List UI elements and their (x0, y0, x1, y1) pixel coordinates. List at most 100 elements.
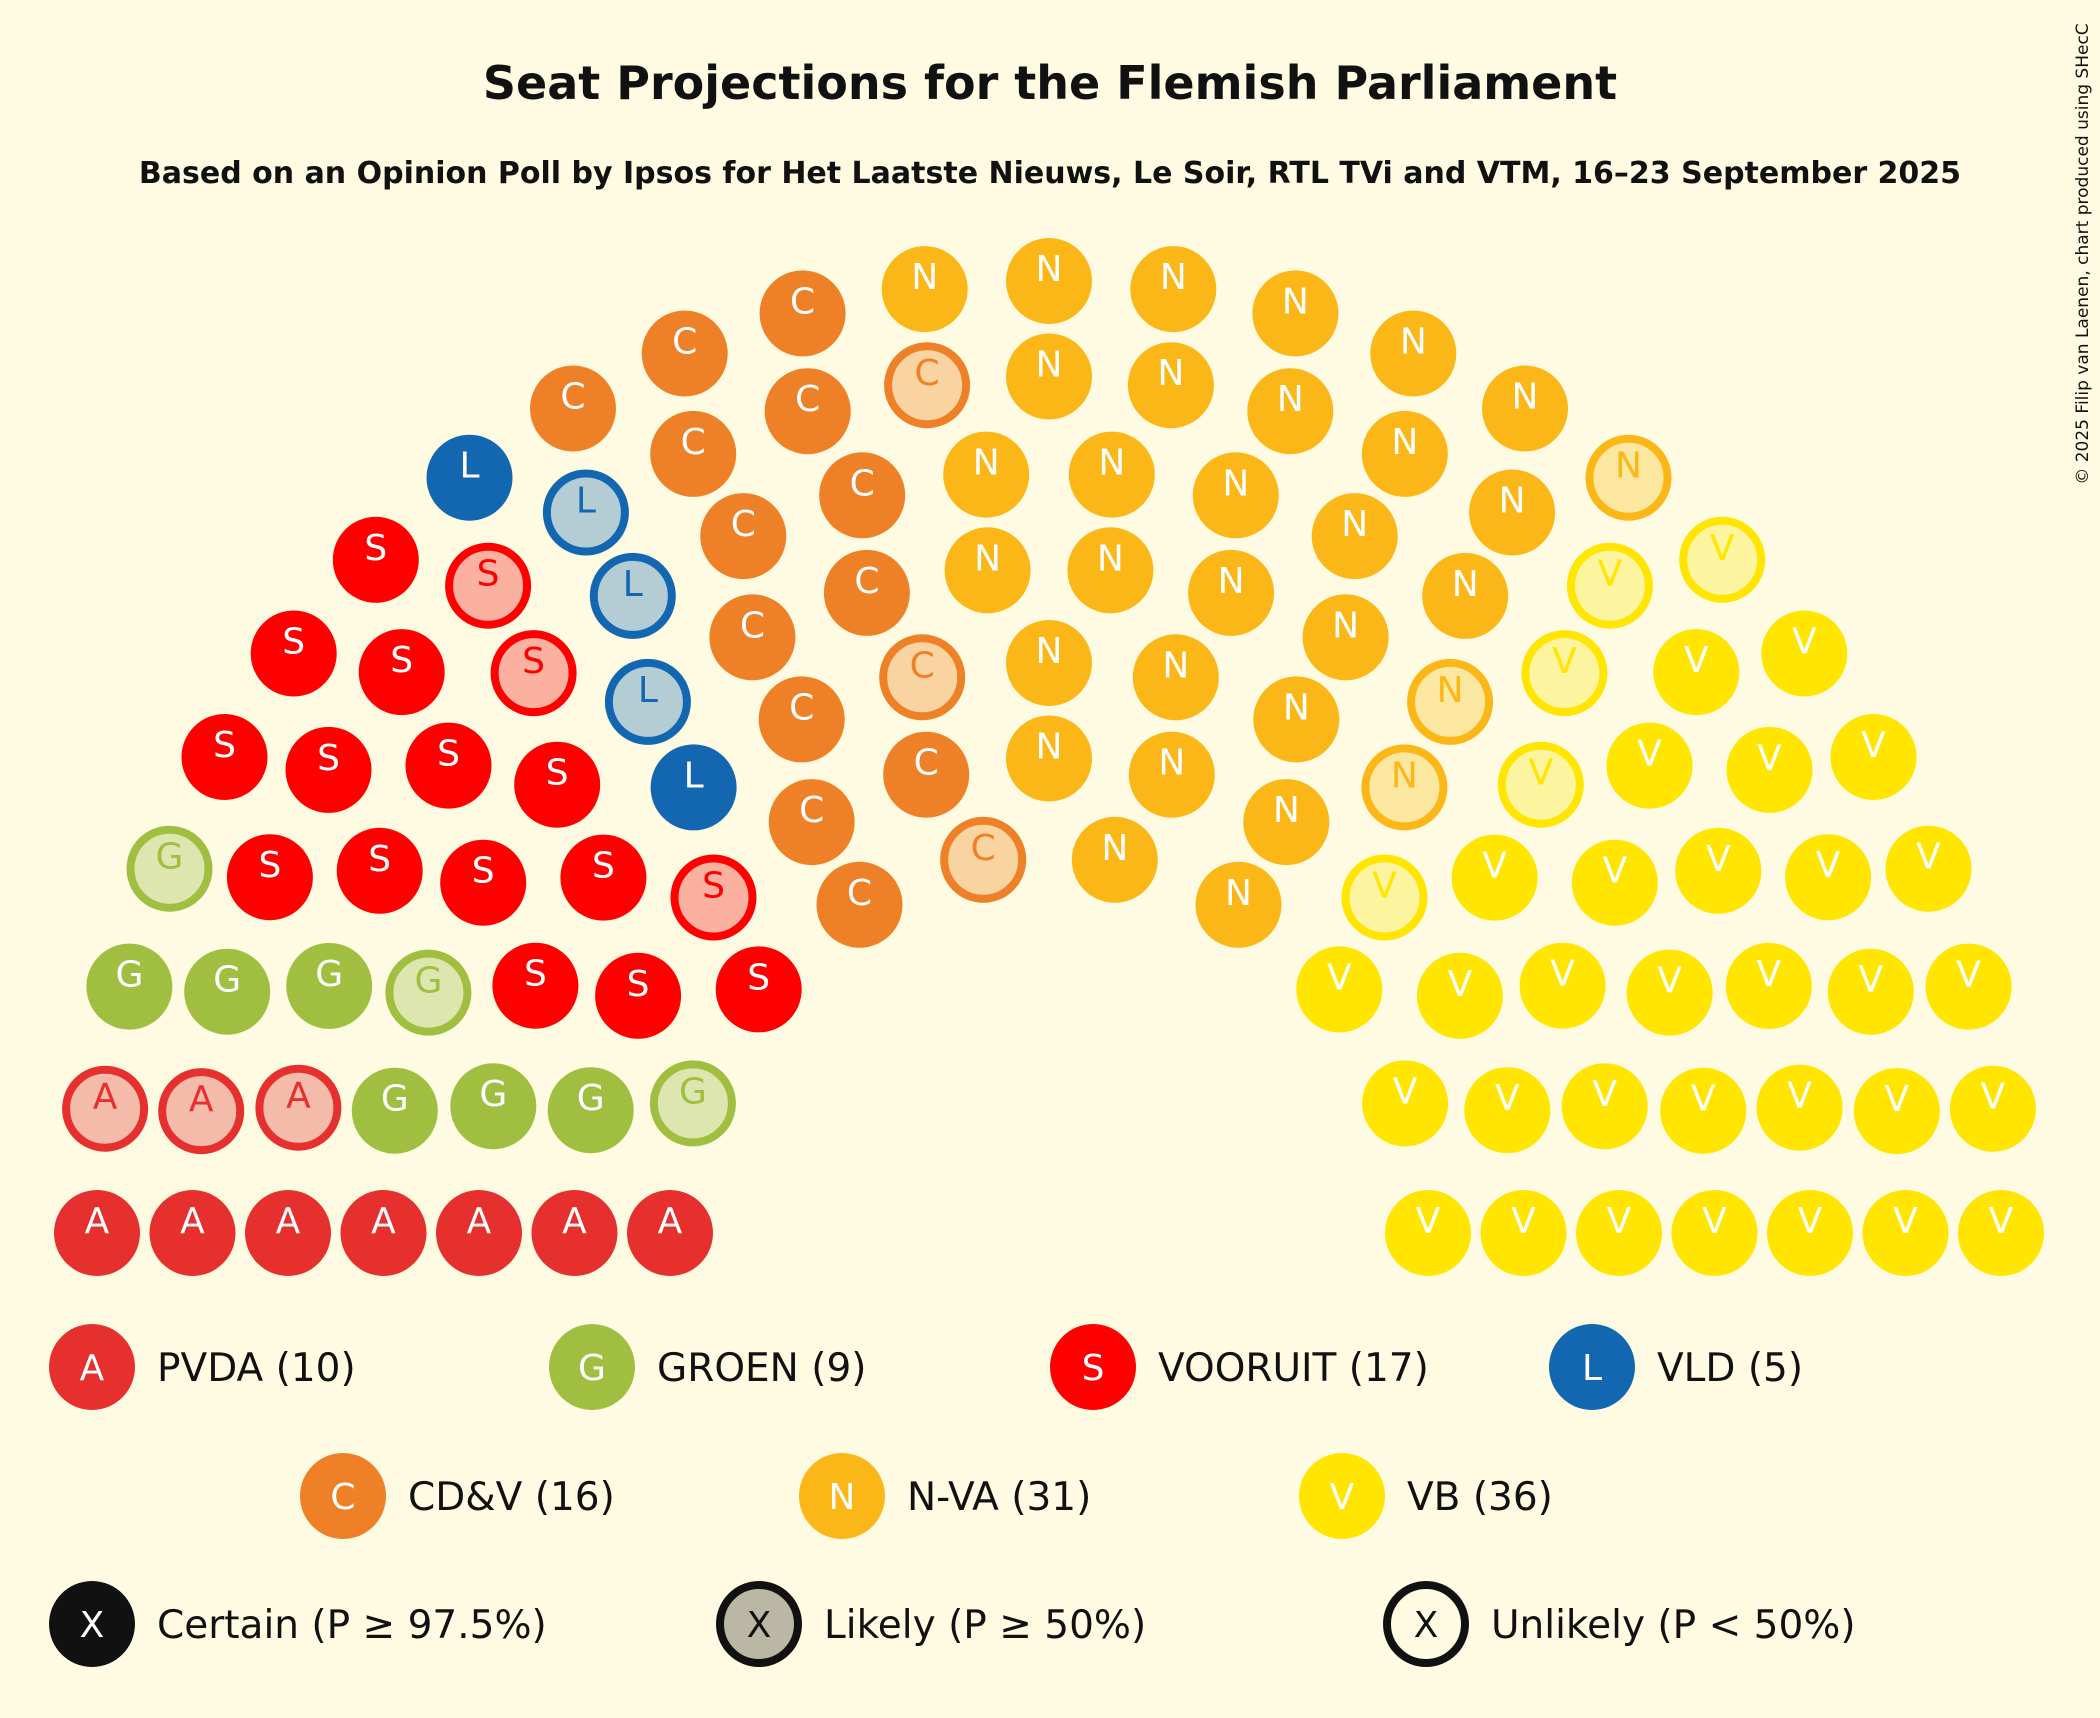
seat-letter: G (315, 954, 343, 995)
seat-letter: N (1283, 687, 1310, 728)
status-legend-likely: X Likely (P ≥ 50%) (716, 1581, 1146, 1667)
seat-circle (1480, 1190, 1567, 1276)
status-legend-certain: X Certain (P ≥ 97.5%) (49, 1581, 547, 1667)
seat-n: N (1188, 549, 1275, 636)
seat-circle (340, 1190, 427, 1276)
seat-c: C (530, 365, 616, 452)
chart-subtitle: Based on an Opinion Poll by Ipsos for He… (139, 156, 1961, 191)
seat-a: A (340, 1190, 427, 1276)
seat-letter: V (1757, 738, 1782, 779)
seat-s: S (405, 722, 492, 809)
seat-g: G (184, 948, 271, 1035)
seat-letter: G (213, 960, 241, 1001)
seat-n: N (1128, 731, 1215, 818)
seat-circle (1671, 1190, 1758, 1276)
seat-circle (547, 1067, 634, 1154)
seat-circle (1252, 270, 1339, 357)
seat-n: N (1311, 493, 1398, 580)
seat-v: V (1464, 1067, 1551, 1154)
seat-letter: S (258, 845, 281, 886)
seat-circle (758, 676, 845, 763)
seat-letter: C (560, 377, 585, 418)
seat-circle (1068, 431, 1155, 518)
seat-c: C (758, 676, 845, 763)
seat-letter: G (577, 1078, 605, 1119)
seat-g: G (547, 1067, 634, 1154)
seat-n: N (1585, 434, 1672, 521)
seat-letter: A (180, 1201, 205, 1242)
seat-s: S (595, 952, 682, 1039)
seat-circle (436, 1190, 522, 1276)
seat-s: S (514, 741, 601, 828)
seat-circle (1385, 1190, 1471, 1276)
seat-circle (560, 834, 647, 921)
seat-letter: C (854, 561, 879, 602)
seat-letter: N (1341, 504, 1368, 545)
seat-letter: C (914, 743, 939, 784)
legend-item-c: C CD&V (16) (300, 1453, 615, 1539)
seat-letter: N (1097, 538, 1124, 579)
seat-circle (1497, 741, 1584, 828)
seat-l: L (650, 744, 737, 831)
seat-circle (1247, 368, 1334, 455)
seat-s: S (181, 714, 268, 800)
seat-circle (1827, 948, 1914, 1035)
seat-circle (1469, 469, 1556, 556)
seat-v: V (1571, 839, 1658, 926)
seat-letter: C (847, 873, 872, 914)
seat-letter: V (1981, 1077, 2006, 1118)
seat-letter: N (1512, 377, 1539, 418)
seat-letter: V (1956, 955, 1981, 996)
seat-letter: V (1893, 1201, 1918, 1242)
seat-s: S (285, 726, 372, 813)
seat-circle (881, 246, 968, 333)
seat-letter: A (371, 1201, 396, 1242)
seat-circle (531, 1190, 618, 1276)
seat-letter: V (1787, 1076, 1812, 1117)
seat-letter: N (829, 1477, 856, 1518)
seat-c: C (816, 861, 903, 948)
seat-letter: C (789, 687, 814, 728)
seat-circle (385, 949, 472, 1036)
legend-label: VB (36) (1407, 1475, 1553, 1520)
legend-item-g: G GROEN (9) (549, 1324, 866, 1410)
seat-s: S (492, 942, 579, 1029)
seat-circle (764, 368, 851, 455)
seat-letter: C (795, 379, 820, 420)
seat-letter: A (286, 1076, 311, 1117)
seat-circle (1422, 552, 1509, 639)
copyright-note: © 2025 Filip van Laenen, chart produced … (2073, 23, 2093, 484)
seat-letter: N (1499, 481, 1526, 522)
seat-letter: N (1218, 561, 1245, 602)
seat-letter: L (623, 564, 643, 605)
seat-circle (1521, 630, 1608, 717)
seat-v: V (1671, 1190, 1758, 1276)
seat-circle (650, 744, 737, 831)
seat-n: N (1247, 368, 1334, 455)
seat-letter: C (915, 353, 940, 394)
seat-v: V (1853, 1068, 1940, 1155)
seat-letter: S (368, 839, 391, 880)
seat-circle (649, 1060, 736, 1147)
seat-circle (1341, 854, 1428, 941)
seat-letter: S (213, 725, 236, 766)
seat-c: C (700, 493, 787, 580)
seat-c: C (823, 549, 910, 636)
seat-circle (285, 726, 372, 813)
legend-label: VLD (5) (1657, 1346, 1803, 1391)
seat-letter: N (911, 257, 938, 298)
seat-v: V (1416, 952, 1503, 1039)
seat-letter: S (592, 846, 615, 887)
seat-v: V (1362, 1060, 1449, 1147)
seat-letter: V (1372, 866, 1397, 907)
seat-s: S (445, 542, 532, 629)
seat-circle (86, 943, 173, 1030)
seat-circle (62, 1065, 149, 1152)
seat-circle (709, 594, 796, 681)
seat-circle (1675, 827, 1762, 914)
seat-letter: N (1277, 379, 1304, 420)
seat-letter: V (1706, 839, 1731, 880)
seat-circle (604, 658, 691, 745)
seat-n: N (1006, 715, 1092, 802)
seat-letter: S (524, 954, 547, 995)
